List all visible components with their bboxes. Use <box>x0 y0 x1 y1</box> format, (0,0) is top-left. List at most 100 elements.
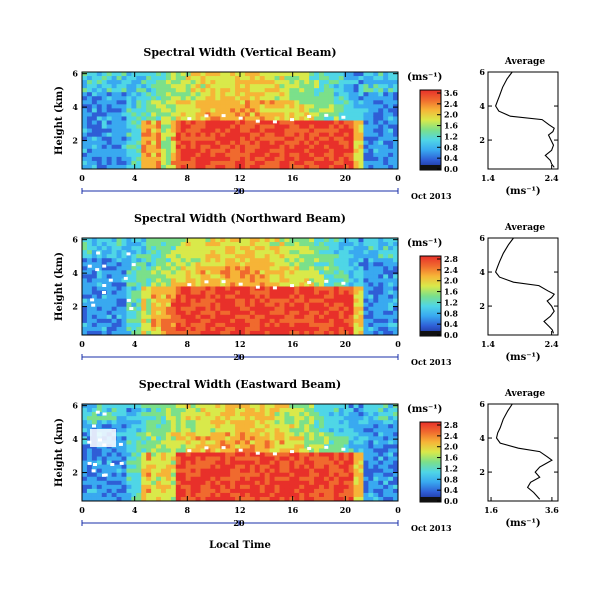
heatmap-cell <box>151 120 157 125</box>
heatmap-cell <box>136 104 142 109</box>
heatmap-cell <box>353 290 359 295</box>
heatmap-cell <box>259 440 266 445</box>
heatmap-cell <box>116 96 122 101</box>
heatmap-cell <box>393 484 399 490</box>
heatmap-cell <box>254 404 261 409</box>
heatmap-cell <box>358 242 364 247</box>
heatmap-cell <box>175 84 182 89</box>
heatmap-cell <box>343 136 350 142</box>
heatmap-cell <box>116 274 122 279</box>
heatmap-cell <box>289 484 295 490</box>
heatmap-cell <box>126 132 132 138</box>
heatmap-cell <box>299 128 305 134</box>
heatmap-cell <box>328 488 335 494</box>
heatmap-cell <box>96 84 103 89</box>
heatmap-cell <box>254 80 261 85</box>
missing-data-gap <box>272 452 277 456</box>
heatmap-cell <box>249 484 256 490</box>
heatmap-cell <box>294 270 300 275</box>
heatmap-cell <box>249 128 256 134</box>
heatmap-cell <box>220 468 226 474</box>
heatmap-cell <box>146 310 152 316</box>
heatmap-cell <box>175 432 182 437</box>
heatmap-cell <box>225 262 231 267</box>
heatmap-cell <box>254 330 261 336</box>
heatmap-cell <box>333 116 340 121</box>
heatmap-cell <box>195 464 201 470</box>
heatmap-cell <box>220 80 226 85</box>
heatmap-cell <box>205 84 211 89</box>
heatmap-cell <box>141 76 147 81</box>
heatmap-cell <box>338 156 345 162</box>
heatmap-cell <box>180 404 187 409</box>
heatmap-cell <box>368 116 374 121</box>
heatmap-cell <box>190 132 196 138</box>
heatmap-cell <box>289 242 295 247</box>
heatmap-cell <box>235 100 241 105</box>
heatmap-cell <box>358 302 364 308</box>
heatmap-cell <box>141 156 147 162</box>
heatmap-cell <box>264 460 271 466</box>
heatmap-cell <box>225 128 231 134</box>
heatmap-cell <box>289 164 295 170</box>
heatmap-cell <box>190 246 196 251</box>
heatmap-cell <box>264 254 271 259</box>
heatmap-cell <box>264 302 271 308</box>
heatmap-cell <box>328 452 335 457</box>
heatmap-cell <box>225 282 231 287</box>
heatmap-cell <box>141 286 147 291</box>
heatmap-cell <box>86 80 93 85</box>
heatmap-cell <box>215 468 221 474</box>
heatmap-cell <box>368 112 374 117</box>
heatmap-cell <box>294 480 300 486</box>
heatmap-cell <box>185 440 192 445</box>
heatmap-cell <box>96 278 103 283</box>
heatmap-cell <box>353 408 359 413</box>
heatmap-cell <box>378 100 384 105</box>
heatmap-cell <box>230 286 236 291</box>
heatmap-cell <box>264 476 271 482</box>
heatmap-cell <box>269 76 275 81</box>
heatmap-cell <box>393 464 399 470</box>
heatmap-cell <box>348 258 354 263</box>
heatmap-cell <box>348 298 354 304</box>
heatmap-cell <box>323 262 330 267</box>
heatmap-cell <box>101 164 108 170</box>
heatmap-cell <box>284 326 290 332</box>
heatmap-cell <box>348 440 354 445</box>
heatmap-cell <box>146 472 152 478</box>
heatmap-cell <box>151 124 157 129</box>
heatmap-cell <box>294 322 300 328</box>
heatmap-cell <box>151 428 157 433</box>
heatmap-cell <box>151 96 157 101</box>
heatmap-cell <box>175 104 182 109</box>
heatmap-cell <box>279 290 285 295</box>
heatmap-cell <box>240 92 246 97</box>
heatmap-cell <box>161 108 167 113</box>
heatmap-cell <box>289 452 295 457</box>
heatmap-cell <box>348 286 354 291</box>
heatmap-cell <box>299 496 305 502</box>
heatmap-cell <box>156 330 162 336</box>
heatmap-cell <box>393 322 399 328</box>
heatmap-cell <box>136 408 142 413</box>
heatmap-cell <box>383 242 389 247</box>
heatmap-cell <box>146 306 152 312</box>
heatmap-cell <box>259 404 266 409</box>
heatmap-cell <box>86 116 93 121</box>
heatmap-cell <box>279 140 285 146</box>
heatmap-cell <box>131 104 137 109</box>
heatmap-cell <box>314 432 320 437</box>
heatmap-cell <box>205 116 211 121</box>
heatmap-cell <box>185 262 192 267</box>
average-y-tick-label: 4 <box>479 267 485 277</box>
heatmap-cell <box>141 136 147 142</box>
heatmap-cell <box>82 492 88 498</box>
heatmap-cell <box>373 468 379 474</box>
heatmap-cell <box>116 160 122 166</box>
heatmap-cell <box>274 72 280 77</box>
heatmap-cell <box>264 306 271 312</box>
heatmap-cell <box>299 322 305 328</box>
heatmap-cell <box>235 76 241 81</box>
heatmap-cell <box>338 88 345 93</box>
